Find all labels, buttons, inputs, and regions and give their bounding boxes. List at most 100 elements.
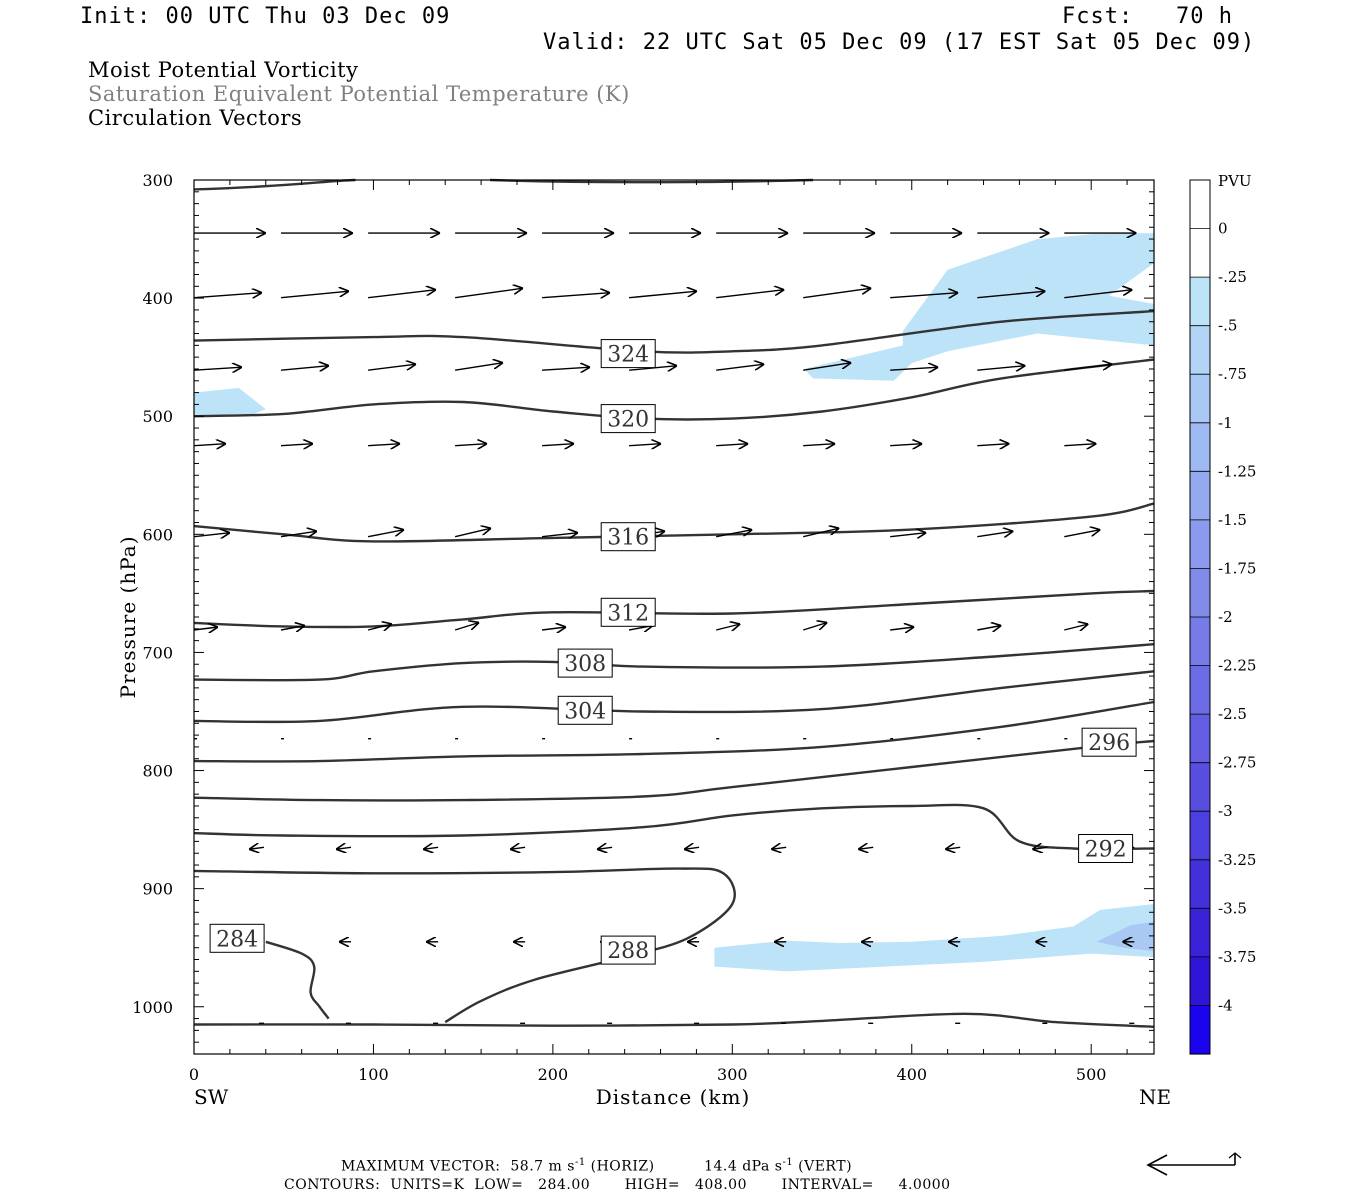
x-end-left: SW <box>194 1085 229 1109</box>
contour-label: 324 <box>607 343 649 368</box>
vector-arrow <box>368 444 400 446</box>
vector-arrow <box>280 291 349 299</box>
vector-arrow <box>249 847 265 849</box>
contour-304 <box>193 670 1155 724</box>
vector-arrow <box>802 623 827 631</box>
contour-label-box <box>557 695 613 725</box>
vector-arrow <box>280 626 305 631</box>
y-tick-label: 1000 <box>132 998 173 1017</box>
contour-label-box <box>600 522 656 552</box>
vert-exponent: -1 <box>782 1157 794 1168</box>
vector-arrow <box>716 364 764 371</box>
title-vectors: Circulation Vectors <box>88 106 303 130</box>
vector-arrow <box>368 290 436 299</box>
vector-arrow <box>455 444 487 446</box>
contour-316 <box>193 502 1155 543</box>
contour-label-box <box>600 597 656 627</box>
colorbar-label: -.25 <box>1218 268 1247 286</box>
contour-label-box <box>600 935 656 965</box>
axis-layer: 300 400 500 600 700 800 900 1000 0 100 200 300 400 50… <box>132 171 1155 1084</box>
vector-arrow <box>1064 624 1088 630</box>
vector-arrow <box>193 293 262 298</box>
forecast-hour: Fcst: 70 h <box>1062 4 1233 29</box>
colorbar-swatch <box>1190 1005 1210 1055</box>
vector-arrow <box>977 291 1045 299</box>
contour-label-box <box>600 404 656 434</box>
pv-shade-low-right-darker <box>1096 921 1154 952</box>
x-tick-label: 0 <box>189 1065 199 1084</box>
contour-label: 316 <box>607 526 649 551</box>
pv-shade-upper-right <box>804 233 1154 381</box>
vector-arrow <box>367 530 404 538</box>
vector-arrow <box>890 444 922 446</box>
vector-arrow <box>803 444 835 446</box>
vector-arrow <box>1064 530 1100 538</box>
vector-arrow <box>423 847 439 849</box>
y-tick-label: 600 <box>142 525 173 544</box>
vector-arrow <box>1032 847 1048 849</box>
vector-arrow <box>945 847 961 849</box>
contour-label: 288 <box>607 939 649 964</box>
pv-shading-layer <box>194 233 1154 972</box>
colorbar-label: -3.5 <box>1218 899 1247 917</box>
x-axis-title: Distance (km) <box>596 1085 751 1109</box>
colorbar-swatch <box>1190 714 1210 764</box>
vector-arrow <box>890 627 914 630</box>
vector-arrow <box>1064 444 1096 446</box>
contour-324 <box>193 309 1155 354</box>
vector-arrow <box>1064 364 1112 371</box>
colorbar-swatch <box>1190 568 1210 618</box>
pv-shade-low-right <box>714 904 1154 972</box>
colorbar-swatch <box>1190 422 1210 472</box>
vector-arrow <box>193 533 230 537</box>
contour-label: 296 <box>1088 731 1130 756</box>
reference-vector-icon <box>1146 1152 1242 1176</box>
pv-shade-mid-left <box>194 387 266 417</box>
vector-arrow <box>336 847 352 849</box>
title-thetaes: Saturation Equivalent Potential Temperat… <box>88 82 630 106</box>
contour-label: 308 <box>564 652 606 677</box>
colorbar-label: -3.25 <box>1218 851 1256 869</box>
y-tick-label: 400 <box>142 289 173 308</box>
vector-arrow <box>977 444 1009 446</box>
vector-arrow <box>368 364 416 371</box>
vector-arrow <box>542 367 590 370</box>
colorbar-label: -2.5 <box>1218 705 1247 723</box>
colorbar-swatch <box>1190 665 1210 715</box>
colorbar-swatch <box>1190 277 1210 327</box>
vector-arrow <box>684 847 700 849</box>
colorbar-swatch <box>1190 617 1210 667</box>
contour-label: 312 <box>607 601 649 626</box>
contour-label: 292 <box>1085 838 1127 863</box>
contour-label-box <box>600 339 656 369</box>
colorbar: 0 -.25 -.5 -.75 -1 -1.25 -1.5 -1.75 -2 -2.25 -2.5 -… <box>1189 179 1256 1055</box>
contour-label-box <box>557 648 613 678</box>
horiz-exponent: -1 <box>574 1157 586 1168</box>
max-vector-vert: 14.4 dPa s <box>704 1158 783 1175</box>
colorbar-label: -1.75 <box>1218 559 1256 577</box>
vector-arrow <box>455 288 523 299</box>
vector-arrow <box>542 627 566 630</box>
vector-arrow <box>977 531 1013 537</box>
contour-288 <box>193 867 736 1024</box>
valid-time: Valid: 22 UTC Sat 05 Dec 09 (17 EST Sat … <box>543 30 1256 55</box>
vector-arrow <box>542 444 574 446</box>
max-vector-label: MAXIMUM VECTOR: <box>341 1158 501 1175</box>
vector-layer <box>193 233 1137 1024</box>
contour-label-box <box>209 923 265 953</box>
vector-arrow <box>193 627 218 630</box>
colorbar-swatch <box>1190 762 1210 812</box>
y-tick-label: 700 <box>142 643 173 662</box>
vector-arrow <box>977 366 1025 371</box>
vector-arrow <box>803 363 851 371</box>
vert-tag: (VERT) <box>798 1158 853 1175</box>
contour-label: 284 <box>216 927 258 952</box>
contour-top-mid <box>490 178 814 184</box>
vector-arrow <box>803 528 839 538</box>
vector-arrow <box>542 293 610 298</box>
contour-312 <box>193 589 1155 629</box>
y-tick-label: 900 <box>142 880 173 899</box>
contour-300 <box>193 700 1155 763</box>
contour-284 <box>265 940 330 1020</box>
vector-arrow <box>542 533 578 537</box>
